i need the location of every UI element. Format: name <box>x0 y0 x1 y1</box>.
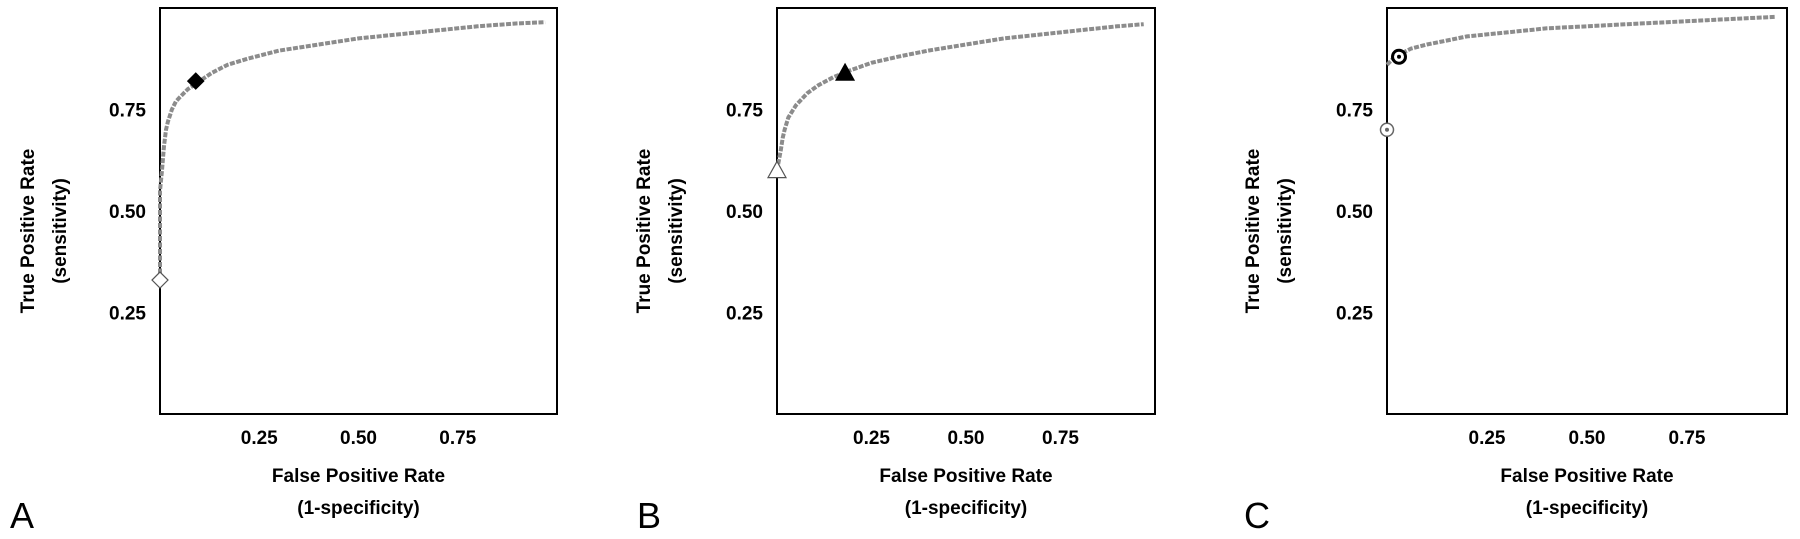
triangle-marker <box>766 160 788 179</box>
y-tick-label: 0.50 <box>1336 202 1373 223</box>
panel-letter: A <box>10 495 34 536</box>
x-tick-label: 0.50 <box>340 428 377 449</box>
plot-frame <box>776 7 1156 415</box>
y-axis-label: True Positive Rate <box>1243 149 1264 314</box>
diamond-marker <box>151 271 169 289</box>
x-tick-label: 0.25 <box>241 428 278 449</box>
x-axis-label: False Positive Rate <box>879 466 1052 487</box>
x-tick-label: 0.75 <box>1669 428 1706 449</box>
roc-panel-C: 0.25 0.50 0.75 0.25 0.50 0.75 False Positive R… <box>1243 7 1788 536</box>
x-axis-label: False Positive Rate <box>1500 466 1673 487</box>
y-axis-label: True Positive Rate <box>18 149 39 314</box>
x-axis-label: (1-specificity) <box>297 498 419 519</box>
x-tick-label: 0.25 <box>853 428 890 449</box>
x-tick-label: 0.75 <box>439 428 476 449</box>
roc-curve <box>158 20 546 280</box>
y-axis-label: True Positive Rate <box>634 149 655 314</box>
circle-marker <box>1379 122 1395 138</box>
x-tick-label: 0.50 <box>1569 428 1606 449</box>
y-tick-label: 0.50 <box>726 202 763 223</box>
panel-letter: B <box>637 495 661 536</box>
y-tick-label: 0.75 <box>109 101 146 122</box>
x-tick-label: 0.75 <box>1042 428 1079 449</box>
panel-letter: C <box>1244 495 1270 536</box>
x-tick-label: 0.50 <box>948 428 985 449</box>
diamond-marker <box>186 72 205 90</box>
x-axis-label: False Positive Rate <box>272 466 445 487</box>
x-axis-label: (1-specificity) <box>905 498 1027 519</box>
y-axis-label: (sensitivity) <box>666 178 687 284</box>
triangle-marker <box>835 62 856 81</box>
circle-marker <box>1391 48 1407 65</box>
y-tick-label: 0.25 <box>109 304 146 325</box>
roc-panel-B: 0.25 0.50 0.75 0.25 0.50 0.75 False Positive R… <box>634 7 1156 536</box>
y-tick-label: 0.25 <box>1336 304 1373 325</box>
y-tick-label: 0.50 <box>109 202 146 223</box>
roc-curve <box>775 22 1144 171</box>
y-tick-label: 0.25 <box>726 304 763 325</box>
roc-curve <box>1385 14 1776 67</box>
plot-frame <box>1386 7 1788 415</box>
y-axis-label: (sensitivity) <box>1275 178 1296 284</box>
x-tick-label: 0.25 <box>1469 428 1506 449</box>
y-tick-label: 0.75 <box>726 101 763 122</box>
roc-panel-A: 0.25 0.50 0.75 0.25 0.50 0.75 False Positive R… <box>10 7 558 536</box>
y-axis-label: (sensitivity) <box>50 178 71 284</box>
y-tick-label: 0.75 <box>1336 101 1373 122</box>
x-axis-label: (1-specificity) <box>1526 498 1648 519</box>
